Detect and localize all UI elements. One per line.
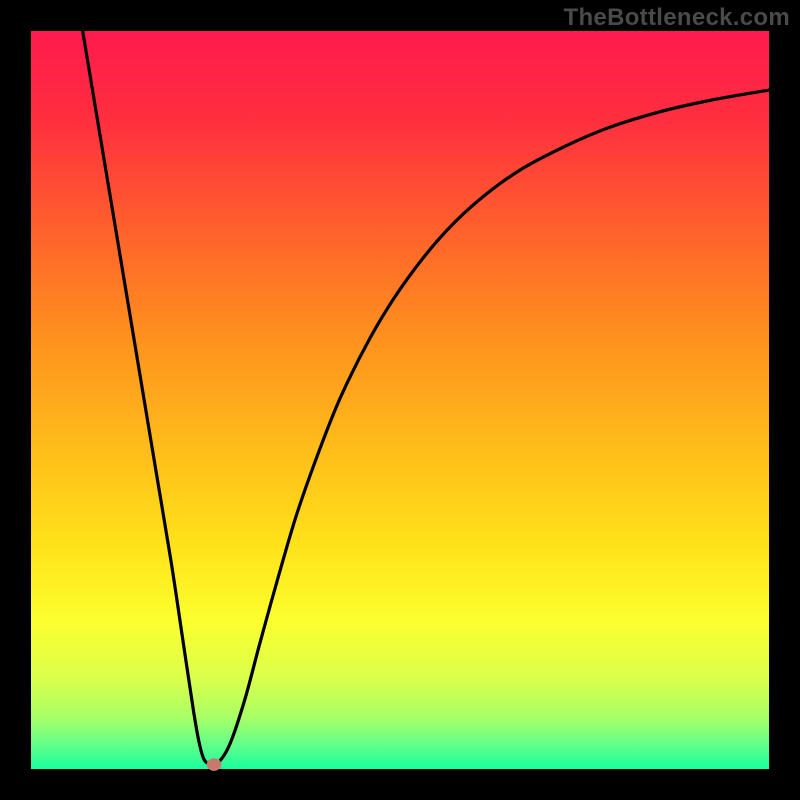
chart-canvas bbox=[0, 0, 800, 800]
plot-background bbox=[31, 31, 769, 769]
optimal-point-marker bbox=[207, 758, 222, 771]
bottleneck-chart: TheBottleneck.com bbox=[0, 0, 800, 800]
watermark-text: TheBottleneck.com bbox=[564, 4, 790, 32]
